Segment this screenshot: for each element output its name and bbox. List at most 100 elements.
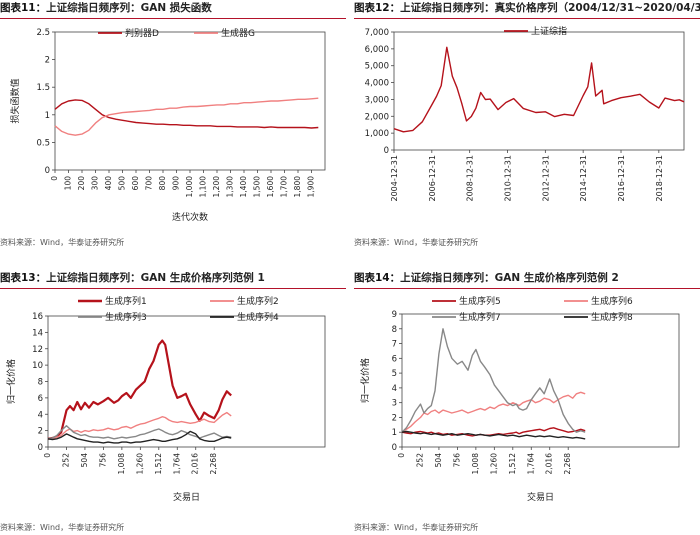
legend-label-1: 判别器D — [125, 27, 159, 39]
legend-label-1: 生成序列5 — [459, 295, 501, 307]
x-tick-label: 1,100 — [199, 176, 208, 198]
y-axis-label: 归一化价格 — [5, 359, 17, 404]
y-tick-label: 1 — [45, 111, 50, 121]
y-tick-label: 3 — [392, 399, 397, 409]
x-tick-label: 0 — [50, 176, 59, 181]
x-tick-label: 0 — [43, 453, 52, 458]
x-tick-label: 252 — [61, 453, 70, 468]
y-tick-label: 1,000 — [365, 129, 389, 139]
y-tick-label: 7,000 — [365, 28, 389, 38]
y-tick-label: 2.5 — [36, 28, 50, 38]
y-tick-label: 10 — [32, 361, 43, 371]
chart-gan-sample-2: 0 1 2 3 4 5 6 7 8 9 0 252 504 756 1,008 1,260 1,512 1,764… — [359, 295, 680, 503]
x-tick-label: 1,512 — [508, 453, 517, 475]
y-tick-label: 16 — [32, 312, 43, 322]
series-line-2 — [48, 411, 232, 440]
x-tick-label: 1,500 — [253, 176, 262, 198]
plot-frame — [47, 315, 326, 448]
series-line-1 — [393, 46, 685, 133]
y-tick-label: 4,000 — [365, 79, 389, 89]
chart-gan-sample-1: 0 2 4 6 8 10 12 14 16 0 252 504 756 1,008 1,260 1,512 1,… — [5, 295, 326, 503]
y-axis-label: 归一化价格 — [359, 358, 371, 403]
x-tick-label: 252 — [415, 453, 424, 468]
y-tick-label: 6 — [392, 354, 397, 364]
y-tick-label: 2 — [38, 427, 43, 437]
x-tick-label: 2004-12-31 — [390, 155, 399, 202]
y-tick-label: 0 — [38, 443, 43, 453]
legend-label-3: 生成序列7 — [459, 311, 501, 323]
x-tick-label: 1,700 — [280, 176, 289, 198]
source-note: 资料来源：Wind，华泰证券研究所 — [354, 523, 479, 532]
y-tick-label: 3,000 — [365, 95, 389, 105]
y-tick-label: 2 — [45, 56, 50, 66]
x-tick-label: 1,764 — [172, 453, 181, 475]
figure-number: 图表12： — [354, 2, 401, 14]
figure-number: 图表14： — [354, 272, 401, 284]
x-tick-label: 1,512 — [154, 453, 163, 475]
legend-label-2: 生成序列6 — [591, 295, 633, 307]
x-tick-label: 500 — [118, 176, 127, 191]
x-axis-label: 交易日 — [173, 491, 200, 503]
x-tick-label: 756 — [98, 453, 107, 468]
panel-title: 图表12：上证综指日频序列：真实价格序列（2004/12/31~2020/04/… — [354, 0, 700, 19]
series-line-1 — [401, 427, 586, 437]
figure-number: 图表11： — [0, 2, 47, 14]
x-tick-label: 1,800 — [293, 176, 302, 198]
x-tick-label: 1,600 — [266, 176, 275, 198]
x-axis-label: 迭代次数 — [172, 211, 208, 223]
x-tick-label: 1,260 — [135, 453, 144, 475]
series-line-2 — [54, 97, 319, 136]
x-tick-label: 1,300 — [226, 176, 235, 198]
y-tick-label: 12 — [32, 345, 43, 355]
panel-title: 图表13：上证综指日频序列：GAN 生成价格序列范例 1 — [0, 270, 346, 289]
series-line-2 — [401, 391, 586, 433]
x-tick-label: 400 — [104, 176, 113, 191]
x-tick-label: 1,260 — [489, 453, 498, 475]
x-tick-label: 504 — [80, 453, 89, 468]
plot-frame — [393, 31, 685, 151]
legend-label-4: 生成序列4 — [237, 311, 279, 323]
y-tick-label: 0.5 — [36, 138, 50, 148]
plot-frame — [401, 313, 680, 448]
x-tick-label: 1,200 — [212, 176, 221, 198]
figure-number: 图表13： — [0, 272, 47, 284]
x-tick-label: 200 — [77, 176, 86, 191]
x-tick-label: 700 — [145, 176, 154, 191]
legend-label-2: 生成器G — [221, 27, 255, 39]
legend-label-2: 生成序列2 — [237, 295, 279, 307]
x-tick-label: 2018-12-31 — [655, 155, 664, 202]
x-tick-label: 800 — [158, 176, 167, 191]
x-tick-label: 756 — [452, 453, 461, 468]
y-tick-label: 2 — [392, 413, 397, 423]
panel-title: 图表14：上证综指日频序列：GAN 生成价格序列范例 2 — [354, 270, 700, 289]
x-tick-label: 1,008 — [471, 453, 480, 475]
x-tick-label: 900 — [172, 176, 181, 191]
y-tick-label: 5 — [392, 369, 397, 379]
legend-label-1: 上证综指 — [531, 25, 567, 37]
series-line-4 — [401, 430, 586, 440]
x-tick-label: 0 — [397, 453, 406, 458]
x-tick-label: 1,000 — [185, 176, 194, 198]
y-tick-label: 6,000 — [365, 45, 389, 55]
y-tick-label: 8 — [392, 325, 397, 335]
x-tick-label: 100 — [64, 176, 73, 191]
x-tick-label: 2006-12-31 — [428, 155, 437, 202]
y-tick-label: 5,000 — [365, 62, 389, 72]
x-tick-label: 2,016 — [191, 453, 200, 475]
figure-title: 上证综指日频序列：GAN 生成价格序列范例 2 — [400, 272, 619, 284]
x-tick-label: 2008-12-31 — [466, 155, 475, 202]
chart-real-price: 0 1,000 2,000 3,000 4,000 5,000 6,000 7,000 2004… — [365, 25, 685, 202]
x-tick-label: 1,400 — [239, 176, 248, 198]
figure-title: 上证综指日频序列：GAN 生成价格序列范例 1 — [46, 272, 265, 284]
x-tick-label: 1,900 — [307, 176, 316, 198]
panel-real-price: 图表12：上证综指日频序列：真实价格序列（2004/12/31~2020/04/… — [354, 0, 700, 268]
y-tick-label: 4 — [392, 384, 397, 394]
x-tick-label: 1,008 — [117, 453, 126, 475]
y-tick-label: 0 — [45, 166, 50, 176]
x-tick-label: 1,764 — [526, 453, 535, 475]
y-tick-label: 8 — [38, 378, 43, 388]
y-tick-label: 14 — [32, 328, 43, 338]
y-tick-label: 9 — [392, 310, 397, 320]
x-tick-label: 2,268 — [563, 453, 572, 475]
